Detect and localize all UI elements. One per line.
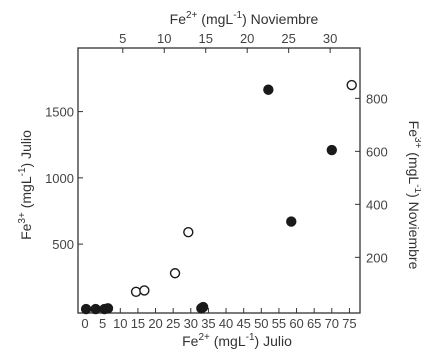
x-bottom-tick-label: 55 [272,316,286,331]
x-bottom-tick-label: 15 [131,316,145,331]
x-bottom-tick-label: 65 [307,316,321,331]
x-bottom-tick-label: 50 [254,316,268,331]
y-left-tick-label: 500 [52,237,74,252]
data-point-filled [102,303,114,314]
x-top-tick-label: 10 [157,31,171,46]
x-bottom-tick-label: 75 [342,316,356,331]
data-point-open [169,268,181,279]
data-point-open [130,286,142,297]
x-top-tick-label: 25 [281,31,295,46]
x-bottom-tick-label: 20 [148,316,162,331]
data-point-filled [90,303,101,315]
x-bottom-tick-label: 0 [81,316,88,331]
x-bottom-tick-label: 60 [289,316,303,331]
y-left-tick-label: 1000 [45,171,74,186]
data-point-filled [263,84,274,95]
x-axis-title-top: Fe2+ (mgL-1) Noviembre [170,10,319,27]
y-right-tick-label: 200 [366,250,388,265]
x-bottom-tick-label: 30 [184,316,198,331]
y-right-tick-label: 600 [366,144,388,159]
bottom-axis-ticks: 0 5 10 15 20 25 30 35 40 45 50 55 60 65 70 75 [81,308,357,331]
data-point-open [183,226,194,238]
plot-area [77,47,361,314]
y-axis-title-left: Fe3+ (mgL-1) Julio [17,130,34,240]
x-top-tick-label: 15 [198,31,212,46]
data-point-filled [197,301,209,313]
data-point-open [346,79,357,91]
data-point-filled [80,303,92,315]
x-bottom-tick-label: 70 [325,316,339,331]
x-top-tick-label: 20 [240,31,254,46]
y-left-tick-label: 1500 [45,105,74,120]
x-bottom-tick-label: 35 [201,316,215,331]
x-bottom-tick-label: 5 [99,316,106,331]
y-axis-title-right: Fe3+ (mgL-1) Noviembre [406,121,421,270]
plot-frame [77,47,361,314]
data-point-filled [326,144,337,156]
x-bottom-tick-label: 25 [166,316,180,331]
x-top-tick-label: 5 [119,31,126,46]
top-axis-ticks: 5 10 15 20 25 30 [119,31,337,53]
data-point-filled [286,216,297,227]
y-right-tick-label: 800 [366,91,388,106]
right-axis-ticks: 200 400 600 800 [355,91,388,265]
y-right-tick-label: 400 [366,197,388,212]
data-points [80,79,357,315]
x-bottom-tick-label: 45 [236,316,250,331]
x-top-tick-label: 30 [323,31,337,46]
left-axis-ticks: 500 1000 1500 [45,105,83,252]
x-bottom-tick-label: 10 [113,316,127,331]
x-bottom-tick-label: 40 [219,316,233,331]
data-point-open [139,285,150,296]
x-axis-title-bottom: Fe2+ (mgL-1) Julio [182,332,292,349]
